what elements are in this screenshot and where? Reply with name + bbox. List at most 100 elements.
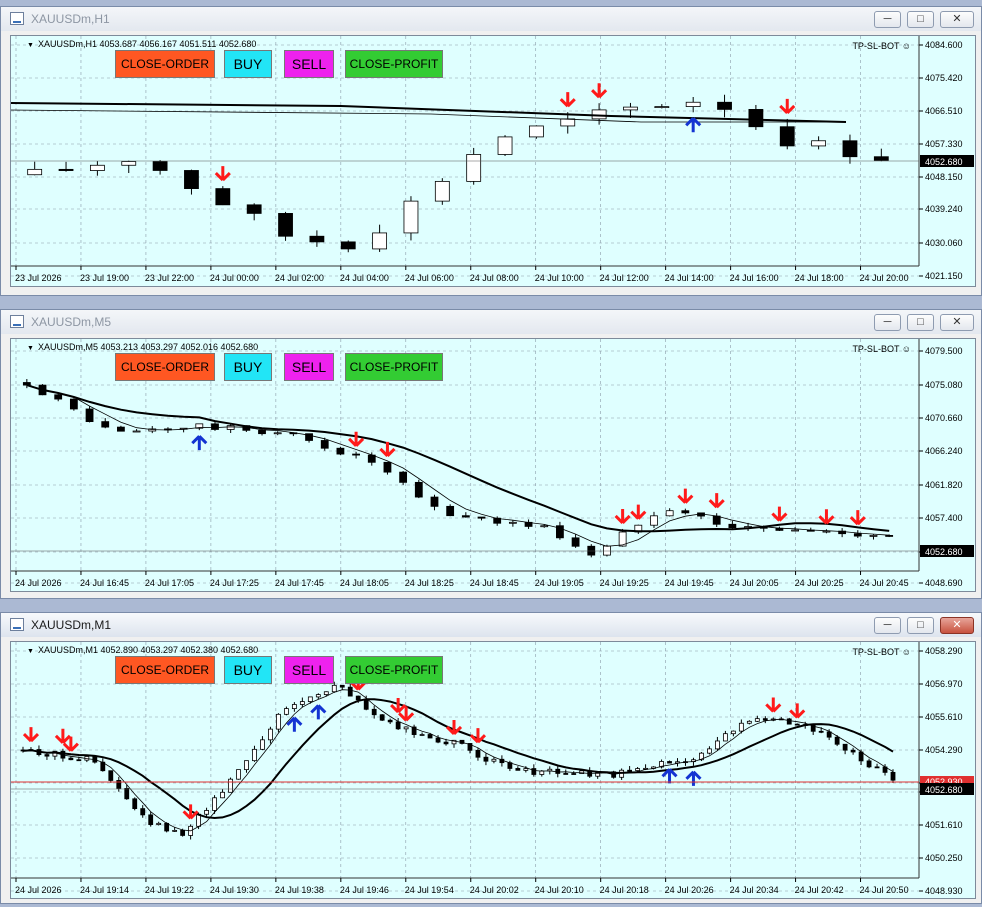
chart-window-m5[interactable]: XAUUSDm,M5 ─ □ ✕ 4079.500 4075.080 4070.66… [0, 309, 982, 599]
bearish-candle [563, 773, 569, 775]
bearish-candle [435, 737, 441, 743]
time-label: 24 Jul 14:00 [665, 273, 714, 283]
window-titlebar[interactable]: XAUUSDm,H1 ─ □ ✕ [1, 7, 981, 31]
price-label: 4079.500 [925, 346, 963, 356]
price-label: 4057.400 [925, 513, 963, 523]
close-button[interactable]: ✕ [940, 617, 974, 634]
bullish-candle [685, 101, 701, 107]
time-label: 24 Jul 18:00 [795, 273, 844, 283]
price-label: 4056.970 [925, 679, 963, 689]
window-titlebar[interactable]: XAUUSDm,M1 ─ □ ✕ [1, 613, 981, 637]
bullish-candle [27, 168, 43, 176]
bullish-candle [451, 739, 457, 745]
close-button[interactable]: ✕ [940, 314, 974, 331]
sell-signal-arrow [398, 706, 415, 722]
sell-button[interactable]: SELL [284, 50, 334, 78]
bearish-candle [116, 780, 122, 789]
close-order-button[interactable]: CLOSE-ORDER [115, 50, 215, 78]
price-chart[interactable]: 4058.290 4056.970 4055.610 4054.290 4052.930… [10, 641, 976, 899]
bearish-candle [873, 156, 889, 161]
minimize-button[interactable]: ─ [874, 11, 901, 28]
time-label: 24 Jul 19:46 [340, 885, 389, 895]
bullish-candle [791, 529, 799, 532]
bearish-candle [515, 768, 521, 771]
bullish-candle [226, 425, 235, 430]
buy-button[interactable]: BUY [224, 656, 272, 684]
chart-window-m1[interactable]: XAUUSDm,M1 ─ □ ✕ 4058.290 4056.970 4055.61… [0, 612, 982, 904]
dropdown-triangle-icon[interactable]: ▼ [27, 345, 34, 352]
bearish-candle [555, 768, 561, 774]
time-label: 24 Jul 19:54 [405, 885, 454, 895]
bearish-candle [215, 188, 231, 206]
sell-signal-arrow [849, 510, 866, 526]
bullish-candle [220, 791, 225, 799]
bearish-candle [858, 751, 864, 762]
maximize-button[interactable]: □ [907, 617, 934, 634]
moving-average-fast [22, 689, 894, 832]
bearish-candle [148, 814, 154, 825]
bearish-candle [54, 394, 63, 400]
symbol-info: ▼ XAUUSDm,M5 4053.213 4053.297 4052.016 4… [27, 342, 258, 352]
moving-average-fast [11, 109, 846, 123]
bearish-candle [874, 766, 880, 769]
price-label: 4070.660 [925, 413, 963, 423]
price-label: 4058.290 [925, 646, 963, 656]
sell-signal-arrow [630, 504, 647, 520]
close-profit-button[interactable]: CLOSE-PROFIT [345, 656, 443, 684]
bullish-candle [403, 726, 409, 730]
window-titlebar[interactable]: XAUUSDm,M5 ─ □ ✕ [1, 310, 981, 334]
bearish-candle [371, 708, 377, 716]
bearish-candle [556, 525, 564, 539]
close-order-button[interactable]: CLOSE-ORDER [115, 353, 215, 381]
minimize-button[interactable]: ─ [874, 617, 901, 634]
maximize-button[interactable]: □ [907, 11, 934, 28]
time-label: 24 Jul 20:05 [730, 578, 779, 588]
bullish-candle [603, 545, 611, 556]
sell-signal-arrow [779, 98, 796, 114]
bullish-candle [746, 720, 752, 724]
price-chart[interactable]: 4079.500 4075.080 4070.660 4066.240 4061.820… [10, 338, 976, 592]
close-profit-button[interactable]: CLOSE-PROFIT [345, 50, 443, 78]
price-label: 4048.150 [925, 172, 963, 182]
bullish-candle [707, 748, 712, 754]
price-label: 4021.150 [925, 271, 963, 281]
sell-signal-arrow [62, 736, 79, 752]
bullish-candle [228, 778, 233, 793]
bearish-candle [44, 754, 50, 757]
chart-window-h1[interactable]: XAUUSDm,H1 ─ □ ✕ 4084.600 4075.420 4066.51… [0, 6, 982, 296]
sell-signal-arrow [614, 508, 631, 525]
close-button[interactable]: ✕ [940, 11, 974, 28]
sell-signal-arrow [818, 509, 835, 525]
close-profit-button[interactable]: CLOSE-PROFIT [345, 353, 443, 381]
bearish-candle [411, 726, 417, 735]
current-price-text: 4052.680 [925, 785, 963, 795]
bearish-candle [786, 718, 792, 725]
close-order-button[interactable]: CLOSE-ORDER [115, 656, 215, 684]
chart-window-icon [10, 12, 24, 25]
time-label: 24 Jul 02:00 [275, 273, 324, 283]
bullish-candle [822, 530, 831, 533]
time-label: 24 Jul 20:02 [470, 885, 519, 895]
bearish-candle [842, 743, 848, 751]
sell-button[interactable]: SELL [284, 353, 334, 381]
bullish-candle [212, 797, 217, 811]
ea-name: TP-SL-BOT [852, 41, 900, 51]
dropdown-triangle-icon[interactable]: ▼ [27, 42, 34, 49]
time-label: 24 Jul 20:25 [795, 578, 844, 588]
bullish-candle [132, 430, 141, 433]
maximize-button[interactable]: □ [907, 314, 934, 331]
bullish-candle [659, 761, 664, 768]
ea-label: TP-SL-BOT ☺ [852, 647, 911, 657]
dropdown-triangle-icon[interactable]: ▼ [27, 648, 34, 655]
bearish-candle [309, 235, 325, 243]
minimize-button[interactable]: ─ [874, 314, 901, 331]
bullish-candle [650, 515, 658, 526]
time-label: 24 Jul 08:00 [470, 273, 519, 283]
bullish-candle [252, 748, 257, 762]
buy-button[interactable]: BUY [224, 353, 272, 381]
bullish-candle [754, 718, 760, 722]
buy-button[interactable]: BUY [224, 50, 272, 78]
sell-button[interactable]: SELL [284, 656, 334, 684]
price-chart[interactable]: 4084.600 4075.420 4066.510 4057.330 4048.150… [10, 35, 976, 287]
bearish-candle [108, 770, 114, 781]
